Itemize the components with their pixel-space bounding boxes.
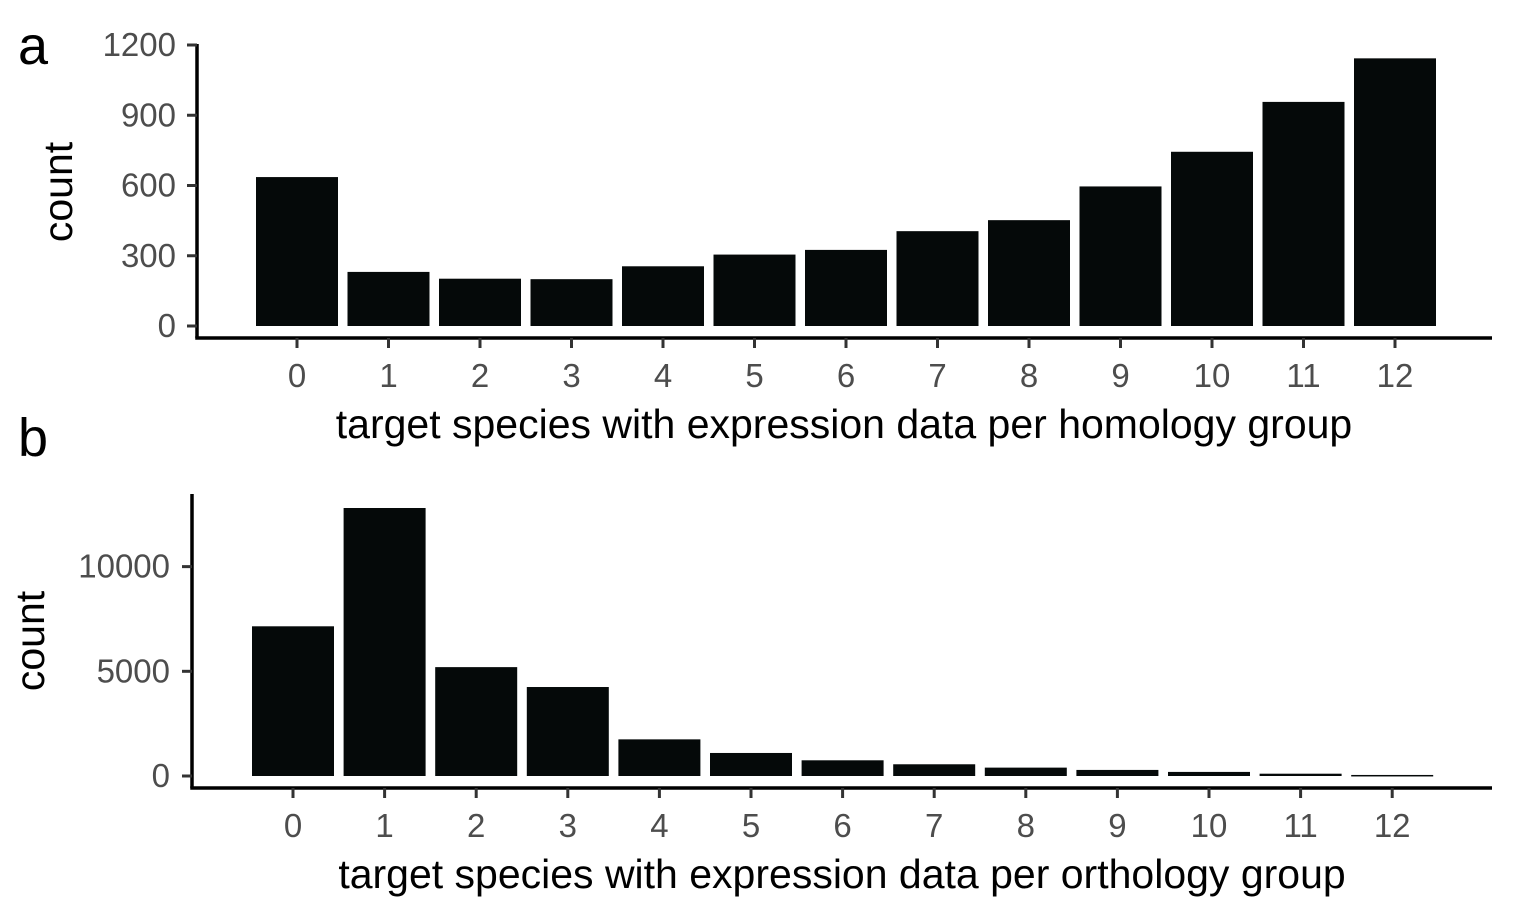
panel-b-y-tick-label: 0 — [152, 757, 170, 794]
panel-a-x-tick-label: 9 — [1111, 357, 1129, 394]
panel-a-x-tick-label: 4 — [654, 357, 672, 394]
panel-b-bar-7 — [893, 764, 976, 776]
panel-a-x-tick-label: 6 — [837, 357, 855, 394]
panel-a-x-tick-label: 5 — [745, 357, 763, 394]
panel-b-y-axis-title: count — [7, 590, 53, 691]
panel-a-bar-4 — [622, 266, 704, 326]
panel-a-y-axis-title: count — [35, 141, 81, 242]
panel-b-bar-0 — [252, 626, 334, 776]
panel-b-x-tick-label: 12 — [1374, 807, 1411, 844]
panel-b-bar-4 — [618, 739, 701, 776]
panel-b-bar-6 — [801, 760, 884, 776]
panel-b-x-axis-title: target species with expression data per … — [338, 851, 1345, 897]
panel-b-x-tick-label: 4 — [650, 807, 668, 844]
panel-a-bar-12 — [1354, 58, 1436, 326]
panel-a-bar-10 — [1171, 151, 1253, 326]
panel-a-letter: a — [18, 16, 49, 76]
panel-a-y-tick-label: 1200 — [103, 26, 176, 63]
panel-a-bar-8 — [988, 220, 1070, 326]
panel-a-x-axis-title: target species with expression data per … — [336, 401, 1352, 447]
panel-a-bar-9 — [1079, 186, 1162, 326]
panel-a-x-tick-label: 0 — [288, 357, 306, 394]
panel-b-bar-8 — [984, 767, 1067, 776]
panel-b-bar-2 — [435, 667, 518, 776]
panel-b-x-tick-label: 3 — [559, 807, 577, 844]
panel-b-x-tick-label: 0 — [284, 807, 302, 844]
panel-b-bar-1 — [343, 508, 426, 776]
panel-b-x-tick-label: 8 — [1017, 807, 1035, 844]
panel-a-x-tick-label: 8 — [1020, 357, 1038, 394]
panel-b-bar-12 — [1351, 774, 1434, 777]
panel-a-bar-1 — [347, 271, 430, 326]
panel-a-x-tick-label: 1 — [379, 357, 397, 394]
panel-b-bar-10 — [1168, 771, 1250, 776]
panel-a-x-tick-label: 10 — [1194, 357, 1231, 394]
panel-b-y-tick-label: 10000 — [78, 548, 170, 585]
panel-a-x-tick-label: 2 — [471, 357, 489, 394]
panel-a-bar-3 — [530, 279, 613, 326]
panel-a-x-tick-label: 3 — [562, 357, 580, 394]
panel-b-x-tick-label: 7 — [925, 807, 943, 844]
panel-a-bar-6 — [805, 249, 887, 326]
panel-b-bar-11 — [1259, 773, 1342, 776]
panel-a-bar-11 — [1262, 101, 1345, 326]
panel-b-x-tick-label: 9 — [1108, 807, 1126, 844]
panel-b-x-tick-label: 11 — [1283, 807, 1317, 844]
panel-b-x-tick-label: 1 — [375, 807, 393, 844]
panel-b-y-tick-label: 5000 — [97, 652, 170, 689]
panel-a-bar-5 — [713, 254, 796, 326]
panel-a-x-tick-label: 11 — [1286, 357, 1320, 394]
panel-b-x-tick-label: 6 — [833, 807, 851, 844]
panel-a-bar-2 — [439, 278, 521, 326]
panel-b-letter: b — [18, 408, 48, 468]
panel-b-x-tick-label: 2 — [467, 807, 485, 844]
panel-a-y-tick-label: 600 — [121, 167, 176, 204]
panel-a-bar-0 — [256, 177, 338, 326]
panel-a-y-tick-label: 300 — [121, 237, 176, 274]
panel-a-bar-7 — [896, 231, 979, 326]
panel-b-bar-3 — [526, 687, 609, 776]
panel-b-x-tick-label: 10 — [1191, 807, 1228, 844]
panel-a-y-tick-label: 900 — [121, 96, 176, 133]
panel-a-y-tick-label: 0 — [158, 307, 176, 344]
panel-b-bar-9 — [1076, 769, 1159, 776]
panel-b-bar-5 — [710, 752, 792, 776]
panel-a-x-tick-label: 7 — [928, 357, 946, 394]
panel-b-x-tick-label: 5 — [742, 807, 760, 844]
panel-a-x-tick-label: 12 — [1377, 357, 1414, 394]
